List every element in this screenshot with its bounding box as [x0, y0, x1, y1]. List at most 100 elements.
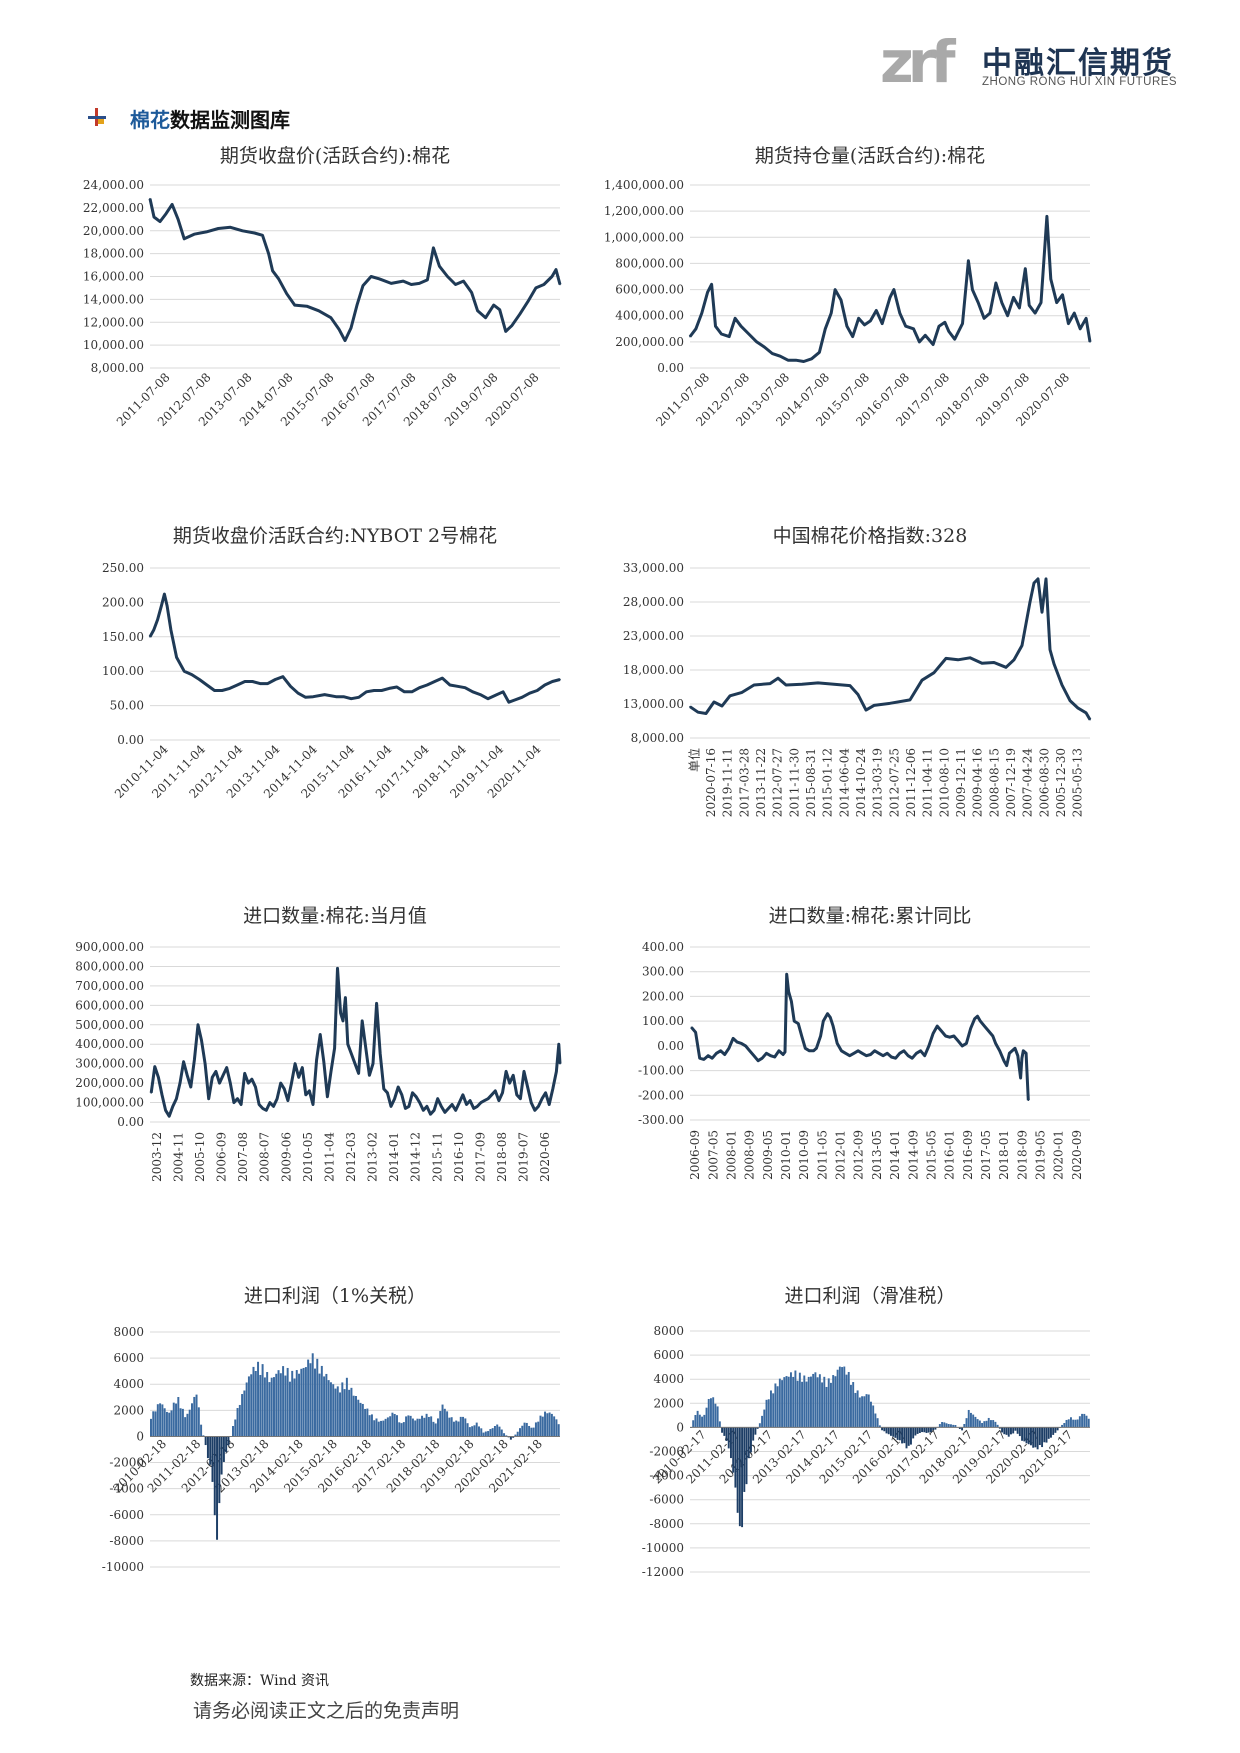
x-tick-label: 2006-08-30 — [1037, 748, 1051, 817]
data-point — [165, 212, 167, 215]
data-point — [865, 1054, 868, 1057]
bar — [1083, 1413, 1086, 1428]
data-point — [1055, 301, 1058, 304]
data-point — [815, 1047, 818, 1050]
bar — [318, 1373, 321, 1437]
bar — [168, 1412, 171, 1437]
bar — [1023, 1427, 1026, 1442]
data-point — [267, 252, 270, 255]
x-tick-label: 2008-07 — [258, 1132, 272, 1182]
bar — [407, 1415, 410, 1437]
bar — [1041, 1427, 1044, 1448]
data-point — [233, 1101, 235, 1104]
data-point — [276, 1097, 278, 1100]
data-point — [153, 216, 155, 218]
data-point — [285, 292, 288, 295]
data-point — [426, 279, 429, 281]
data-point — [933, 671, 935, 674]
x-tick-label: 2007-04-24 — [1021, 748, 1035, 818]
section-title-rest: 数据监测图库 — [170, 108, 290, 132]
bar — [455, 1420, 458, 1437]
bar — [555, 1419, 558, 1437]
bar — [1045, 1427, 1048, 1443]
data-point — [271, 269, 274, 272]
data-point — [865, 709, 867, 711]
data-point — [1028, 304, 1031, 307]
data-point — [315, 1058, 318, 1061]
data-point — [993, 661, 995, 664]
y-tick-label: -8000 — [649, 1517, 684, 1531]
bar — [803, 1375, 806, 1428]
data-point — [1049, 278, 1052, 280]
bar — [1005, 1427, 1008, 1435]
data-point — [312, 1103, 314, 1106]
data-point — [207, 1097, 210, 1100]
bar — [503, 1433, 506, 1437]
bar — [832, 1375, 835, 1428]
data-point — [375, 1002, 378, 1005]
data-point — [844, 1052, 847, 1055]
bar — [856, 1390, 859, 1428]
bar — [1012, 1427, 1015, 1434]
bar — [965, 1418, 968, 1428]
data-point — [971, 288, 974, 291]
bar — [838, 1366, 841, 1428]
y-tick-label: 14,000.00 — [83, 292, 144, 306]
bar — [282, 1366, 285, 1437]
y-tick-label: 10,000.00 — [83, 338, 144, 352]
data-point — [969, 1027, 972, 1030]
data-point — [266, 682, 269, 685]
bar — [845, 1374, 848, 1428]
bar — [382, 1420, 385, 1437]
data-point — [936, 1025, 939, 1027]
data-point — [492, 304, 495, 306]
chart-panel-nybot-cotton: 期货收盘价活跃合约:NYBOT 2号棉花 250.00 200.00 150.00 10… — [60, 520, 620, 900]
bar — [910, 1427, 912, 1445]
x-tick-label: 2015-11 — [430, 1132, 444, 1182]
data-point — [944, 321, 946, 324]
bar — [348, 1389, 351, 1437]
bar — [329, 1382, 332, 1437]
bar — [725, 1427, 728, 1441]
x-tick-label: 2015-05 — [924, 1130, 938, 1180]
data-point — [254, 1086, 257, 1088]
y-tick-label: 16,000.00 — [83, 270, 144, 284]
data-point — [840, 1050, 843, 1052]
bar — [974, 1416, 977, 1428]
data-point — [863, 324, 866, 326]
bar — [998, 1427, 1001, 1429]
data-point — [728, 1047, 730, 1050]
data-point — [283, 1088, 286, 1090]
chart-panel-china-cotton-index: 中国棉花价格指数:328 33,000.00 28,000.00 23,000.00 1… — [600, 520, 1160, 900]
data-point — [454, 283, 457, 286]
logo-chinese-name: 中融汇信期货 — [982, 46, 1174, 81]
data-point — [861, 1052, 864, 1055]
data-point — [940, 1030, 943, 1032]
data-point — [265, 1109, 268, 1112]
bar — [191, 1403, 193, 1437]
data-point — [779, 355, 781, 358]
y-tick-label: 300,000.00 — [75, 1057, 144, 1071]
y-tick-label: 18,000.00 — [623, 663, 684, 677]
x-tick-label: 2011-04 — [322, 1132, 336, 1182]
y-tick-label: 200.00 — [642, 989, 684, 1003]
bar — [452, 1421, 455, 1437]
y-tick-label: -200.00 — [638, 1088, 684, 1102]
data-point — [736, 1041, 739, 1043]
data-point — [849, 684, 851, 687]
y-tick-label: -10000 — [102, 1560, 144, 1574]
x-tick-label: 2014-12 — [409, 1132, 423, 1182]
data-point — [330, 1070, 332, 1073]
y-tick-label: 50.00 — [110, 699, 144, 713]
data-point — [152, 629, 155, 631]
data-point — [168, 1115, 170, 1117]
logo-mark: zrf — [880, 28, 956, 96]
y-tick-label: 400,000.00 — [75, 1037, 144, 1051]
bar — [298, 1373, 301, 1437]
bar — [491, 1428, 494, 1437]
bar — [544, 1411, 547, 1437]
data-point — [519, 313, 521, 316]
data-point — [995, 282, 997, 284]
data-point — [698, 1057, 701, 1060]
data-point — [924, 334, 927, 337]
